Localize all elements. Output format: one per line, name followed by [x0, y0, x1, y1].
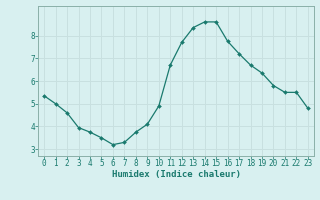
X-axis label: Humidex (Indice chaleur): Humidex (Indice chaleur) [111, 170, 241, 179]
